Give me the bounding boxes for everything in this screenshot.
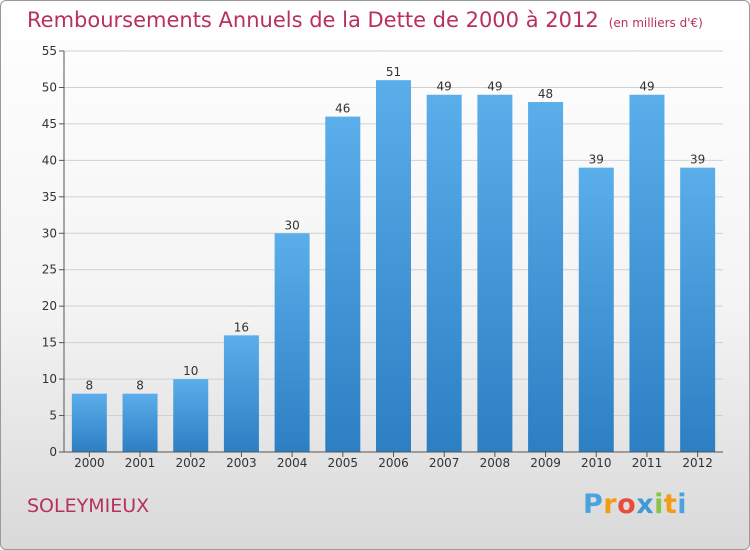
y-tick-label: 10 xyxy=(42,372,57,386)
logo-letter: P xyxy=(583,489,604,520)
chart-title: Remboursements Annuels de la Dette de 20… xyxy=(27,8,703,32)
logo-letter: o xyxy=(617,489,637,520)
y-tick-label: 0 xyxy=(49,445,57,459)
bar xyxy=(680,167,716,452)
bar xyxy=(274,233,310,452)
y-tick-label: 30 xyxy=(42,226,57,240)
bar xyxy=(477,94,513,452)
logo-letter: x xyxy=(636,489,655,520)
x-tick-label: 2010 xyxy=(581,456,612,470)
x-tick-label: 2006 xyxy=(378,456,409,470)
bars: 8 8 10 16 30 46 51 49 49 48 39 49 39 xyxy=(71,65,716,453)
x-tick-label: 2005 xyxy=(328,456,359,470)
data-label: 10 xyxy=(183,364,198,378)
x-tick-label: 2003 xyxy=(226,456,257,470)
logo-letter: i xyxy=(677,489,688,520)
y-tick-label: 35 xyxy=(42,190,57,204)
bar xyxy=(173,379,209,452)
y-tick-label: 40 xyxy=(42,153,57,167)
data-label: 49 xyxy=(437,80,452,94)
data-label: 49 xyxy=(487,80,502,94)
chart-title-text: Remboursements Annuels de la Dette de 20… xyxy=(27,8,599,32)
data-label: 39 xyxy=(589,153,604,167)
y-tick-label: 55 xyxy=(42,44,57,58)
x-tick-label: 2009 xyxy=(530,456,561,470)
bar xyxy=(578,167,614,452)
data-label: 48 xyxy=(538,87,553,101)
x-tick-label: 2004 xyxy=(277,456,308,470)
y-tick-label: 50 xyxy=(42,80,57,94)
logo-letter: i xyxy=(654,489,664,520)
y-tick-label: 25 xyxy=(42,263,57,277)
logo-letter: t xyxy=(663,489,678,520)
y-axis: 0 5 10 15 20 25 30 35 40 45 50 55 xyxy=(42,44,65,459)
data-label: 46 xyxy=(335,102,350,116)
data-label: 49 xyxy=(639,80,654,94)
data-label: 8 xyxy=(86,379,94,393)
bar xyxy=(528,102,564,452)
chart-unit: (en milliers d'€) xyxy=(608,16,703,30)
x-tick-label: 2000 xyxy=(74,456,105,470)
x-tick-label: 2012 xyxy=(682,456,713,470)
bar xyxy=(325,116,361,453)
entity-name: SOLEYMIEUX xyxy=(27,495,150,517)
y-tick-label: 20 xyxy=(42,299,57,313)
bar xyxy=(376,80,411,452)
x-tick-label: 2008 xyxy=(480,456,511,470)
x-tick-label: 2007 xyxy=(429,456,460,470)
data-label: 8 xyxy=(136,379,144,393)
bar xyxy=(122,393,158,452)
data-label: 16 xyxy=(234,320,249,334)
bar xyxy=(629,94,665,452)
y-tick-label: 15 xyxy=(42,336,57,350)
x-axis: 2000 2001 2002 2003 2004 2005 2006 2007 2008 2009… xyxy=(64,451,723,470)
data-label: 51 xyxy=(386,65,401,79)
logo-letter: r xyxy=(603,489,618,520)
bar xyxy=(426,94,462,452)
x-tick-label: 2001 xyxy=(125,456,156,470)
y-tick-label: 45 xyxy=(42,117,57,131)
data-label: 30 xyxy=(284,218,299,232)
x-tick-label: 2011 xyxy=(632,456,663,470)
proxiti-logo: Proxiti xyxy=(583,489,687,520)
x-tick-label: 2002 xyxy=(175,456,206,470)
bar xyxy=(223,335,259,452)
data-label: 39 xyxy=(690,153,705,167)
bar xyxy=(71,393,107,452)
y-tick-label: 5 xyxy=(49,409,57,423)
